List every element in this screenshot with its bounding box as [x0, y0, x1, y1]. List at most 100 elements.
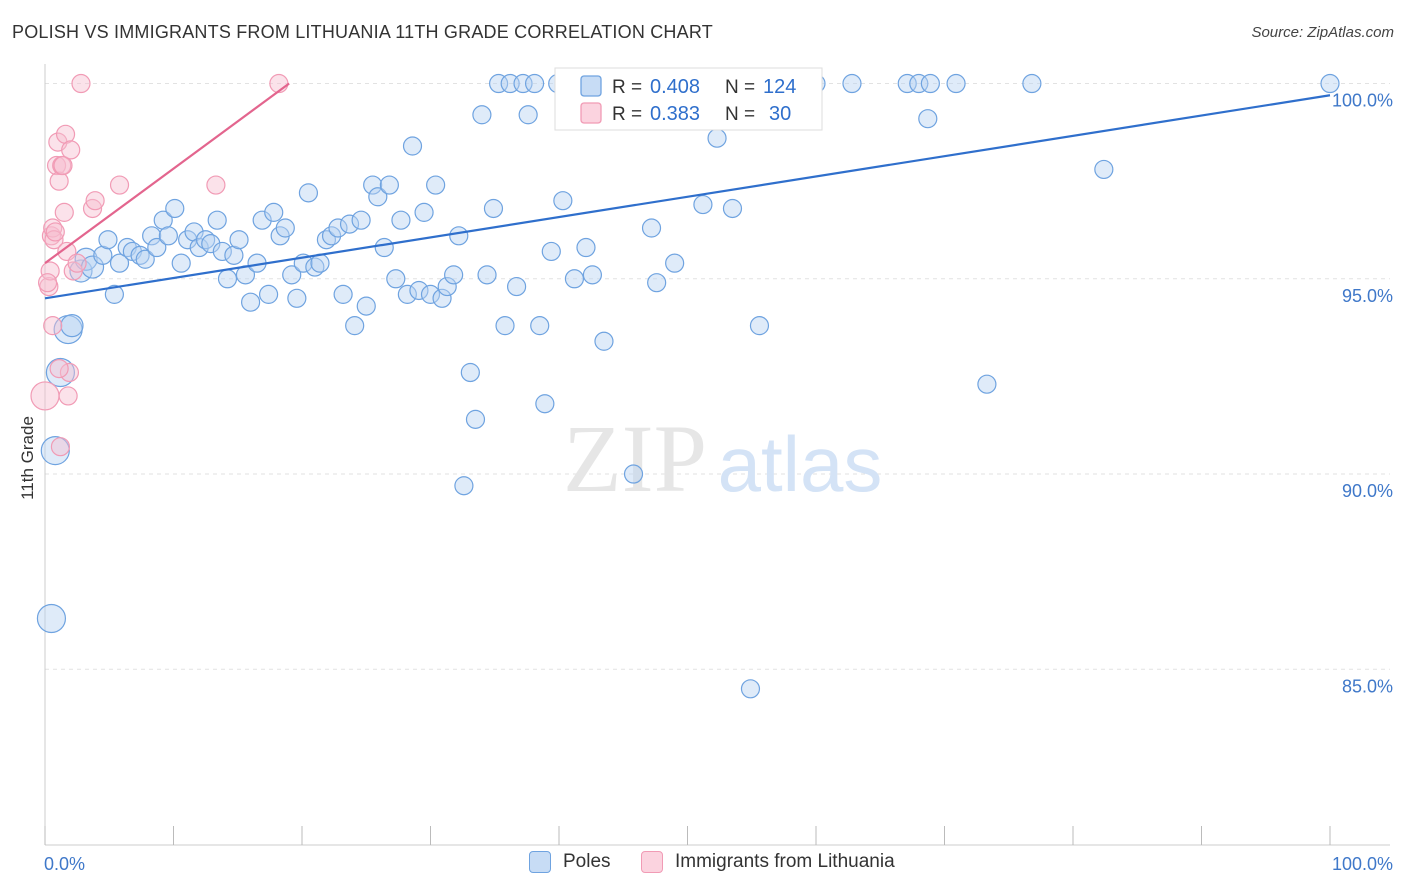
point-poles-17 — [147, 237, 167, 258]
point-poles-60 — [397, 284, 417, 304]
legend-r-value-poles: 0.408 — [650, 76, 700, 98]
point-poles-63 — [414, 202, 434, 222]
point-poles-116 — [897, 73, 917, 94]
point-lithuania-20 — [82, 198, 103, 219]
point-poles-119 — [920, 73, 940, 94]
point-poles-73 — [472, 105, 492, 125]
point-poles-30 — [224, 245, 244, 265]
point-lithuania-6 — [46, 155, 67, 176]
point-poles-58 — [386, 269, 406, 289]
point-lithuania-27 — [45, 222, 65, 242]
point-lithuania-12 — [55, 124, 76, 144]
point-lithuania-11 — [54, 202, 74, 222]
point-poles-52 — [351, 210, 371, 230]
x-tick-labels: 0.0% 100.0% — [44, 854, 1393, 874]
legend-n-label-lithuania: N = — [725, 104, 755, 125]
point-poles-0 — [36, 603, 67, 634]
point-lithuania-23 — [206, 175, 226, 195]
y-tick-label-85: 85.0% — [1342, 676, 1393, 696]
legend-r-label-lithuania: R = — [612, 104, 642, 125]
point-poles-120 — [946, 73, 966, 94]
point-poles-4 — [60, 314, 84, 338]
chart-source: Source: ZipAtlas.com — [1251, 24, 1394, 41]
legend-r-value-lithuania: 0.383 — [650, 103, 700, 125]
legend-label-poles: Poles — [563, 851, 611, 872]
point-poles-69 — [449, 226, 469, 246]
point-poles-29 — [217, 269, 238, 289]
gridlines — [45, 83, 1390, 670]
legend-n-value-lithuania: 30 — [769, 103, 791, 125]
point-lithuania-19 — [71, 73, 91, 94]
legend-swatch-lithuania — [580, 102, 602, 124]
y-tick-label-90: 90.0% — [1342, 481, 1393, 501]
legend-stats: R = 0.408 N = 124 R = 0.383 N = 30 — [554, 67, 823, 131]
point-lithuania-10 — [53, 155, 73, 176]
point-poles-123 — [1094, 159, 1114, 180]
point-poles-115 — [842, 73, 862, 94]
point-lithuania-18 — [67, 253, 87, 273]
point-lithuania-29 — [43, 316, 63, 336]
point-poles-16 — [142, 226, 162, 246]
point-poles-36 — [258, 284, 279, 304]
legend-swatch-poles-bottom — [529, 851, 551, 873]
legend-item-lithuania: Immigrants from Lithuania — [641, 851, 895, 873]
point-poles-10 — [104, 284, 124, 304]
point-poles-28 — [212, 241, 232, 262]
point-poles-67 — [437, 276, 457, 297]
point-poles-48 — [328, 218, 348, 238]
point-poles-117 — [909, 73, 929, 94]
point-poles-56 — [374, 237, 394, 258]
point-poles-11 — [109, 253, 130, 273]
legend-n-label-poles: N = — [725, 77, 755, 98]
legend-swatch-poles — [580, 75, 602, 97]
legend-n-value-poles: 124 — [763, 76, 796, 98]
point-poles-23 — [184, 222, 204, 242]
legend-r-label-poles: R = — [612, 77, 642, 98]
legend-series: Poles Immigrants from Lithuania — [0, 851, 1406, 879]
point-poles-74 — [477, 265, 497, 285]
point-lithuania-0 — [30, 381, 60, 411]
point-poles-76 — [489, 73, 509, 94]
point-poles-68 — [444, 265, 464, 285]
point-poles-121 — [977, 374, 997, 394]
point-poles-53 — [356, 296, 376, 316]
trend-lines — [44, 82, 1331, 300]
point-poles-26 — [201, 234, 221, 254]
point-poles-79 — [506, 276, 527, 297]
point-poles-111 — [749, 316, 770, 336]
point-poles-57 — [379, 175, 399, 195]
point-poles-110 — [740, 679, 761, 699]
legend-label-lithuania: Immigrants from Lithuania — [675, 851, 895, 872]
point-poles-109 — [722, 198, 743, 219]
point-poles-9 — [98, 230, 118, 250]
point-poles-54 — [363, 175, 383, 195]
point-poles-37 — [264, 202, 284, 222]
point-poles-70 — [454, 476, 474, 496]
x-tick-label-max: 100.0% — [1332, 854, 1393, 874]
point-poles-21 — [171, 253, 191, 273]
point-poles-33 — [241, 292, 261, 312]
point-poles-49 — [333, 284, 353, 304]
point-poles-100 — [641, 218, 662, 238]
point-poles-91 — [576, 237, 596, 258]
point-poles-62 — [409, 280, 429, 301]
y-tick-label-95: 95.0% — [1342, 286, 1393, 306]
point-lithuania-21 — [85, 191, 105, 211]
point-lithuania-28 — [49, 358, 69, 379]
point-poles-65 — [426, 175, 446, 195]
point-poles-27 — [207, 210, 227, 230]
point-poles-24 — [189, 237, 209, 258]
point-poles-101 — [647, 273, 667, 293]
point-poles-15 — [135, 249, 155, 269]
point-poles-31 — [229, 230, 249, 250]
point-lithuania-14 — [58, 386, 78, 406]
watermark: ZIP atlas — [563, 405, 882, 512]
x-tick-label-min: 0.0% — [44, 854, 85, 874]
point-poles-75 — [483, 198, 504, 219]
point-poles-87 — [553, 191, 573, 211]
point-poles-66 — [432, 288, 452, 308]
point-poles-20 — [165, 198, 185, 219]
point-poles-84 — [535, 394, 555, 414]
point-poles-81 — [518, 105, 538, 125]
